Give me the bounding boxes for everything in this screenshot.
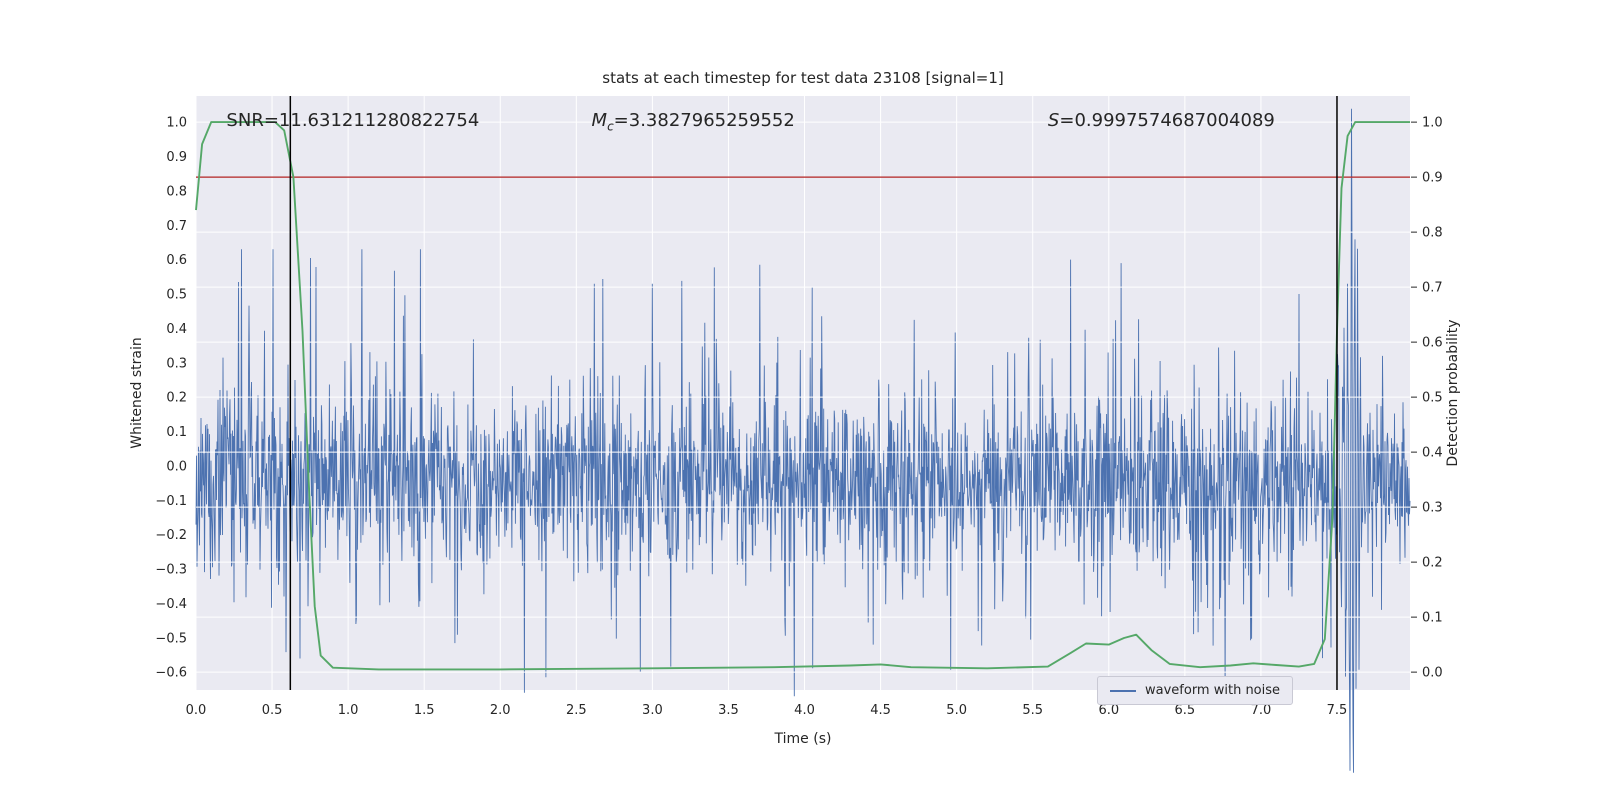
y-left-tick-label: 0.5 <box>166 288 187 303</box>
legend: waveform with noise <box>1097 676 1294 705</box>
x-tick-label: 5.5 <box>1022 703 1043 718</box>
y-left-tick-label: 0.2 <box>166 391 187 406</box>
y-left-tick-label: 0.0 <box>166 459 187 474</box>
y-left-tick-label: −0.6 <box>155 666 187 681</box>
waveform-path <box>195 108 1411 773</box>
y-right-tick-label: 0.0 <box>1422 666 1443 681</box>
x-tick-label: 3.5 <box>718 703 739 718</box>
y-axis-label-left: Whitened strain <box>129 337 145 449</box>
y-left-tick-label: −0.4 <box>155 597 187 612</box>
x-tick-label: 3.0 <box>642 703 663 718</box>
chart-title: stats at each timestep for test data 231… <box>602 69 1004 87</box>
x-tick-label: 6.0 <box>1098 703 1119 718</box>
x-tick-label: 6.5 <box>1175 703 1196 718</box>
y-right-tick-label: 0.8 <box>1422 226 1443 241</box>
y-left-tick-label: 0.3 <box>166 356 187 371</box>
y-left-tick-label: 0.1 <box>166 425 187 440</box>
x-tick-label: 4.0 <box>794 703 815 718</box>
y-right-tick-label: 0.5 <box>1422 391 1443 406</box>
y-left-tick-label: 0.8 <box>166 184 187 199</box>
y-right-tick-label: 0.2 <box>1422 556 1443 571</box>
y-axis-label-right: Detection probability <box>1445 319 1461 467</box>
y-left-tick-label: 0.9 <box>166 150 187 165</box>
y-right-tick-label: 0.7 <box>1422 281 1443 296</box>
x-tick-label: 0.5 <box>262 703 283 718</box>
y-left-tick-label: 0.4 <box>166 322 187 337</box>
x-tick-label: 2.5 <box>566 703 587 718</box>
y-left-tick-label: −0.1 <box>155 494 187 509</box>
y-right-tick-label: 0.6 <box>1422 336 1443 351</box>
y-left-tick-label: 0.6 <box>166 253 187 268</box>
y-right-tick-label: 1.0 <box>1422 116 1443 131</box>
y-left-tick-label: −0.3 <box>155 563 187 578</box>
x-tick-label: 7.0 <box>1251 703 1272 718</box>
x-tick-label: 2.0 <box>490 703 511 718</box>
x-axis-label: Time (s) <box>774 731 832 747</box>
y-right-tick-label: 0.4 <box>1422 446 1443 461</box>
x-tick-label: 4.5 <box>870 703 891 718</box>
y-right-tick-label: 0.1 <box>1422 611 1443 626</box>
y-left-tick-label: 1.0 <box>166 116 187 131</box>
detection-probability-path <box>195 121 1410 671</box>
y-right-tick-label: 0.9 <box>1422 171 1443 186</box>
y-left-tick-label: −0.2 <box>155 528 187 543</box>
x-tick-label: 1.0 <box>338 703 359 718</box>
x-tick-label: 5.0 <box>946 703 967 718</box>
x-tick-label: 7.5 <box>1327 703 1348 718</box>
y-right-tick-label: 0.3 <box>1422 501 1443 516</box>
legend-line-swatch <box>1110 689 1136 692</box>
x-tick-label: 1.5 <box>414 703 435 718</box>
plot-area <box>196 96 1410 690</box>
x-tick-label: 0.0 <box>186 703 207 718</box>
y-left-tick-label: 0.7 <box>166 219 187 234</box>
y-left-tick-label: −0.5 <box>155 631 187 646</box>
legend-label: waveform with noise <box>1145 683 1281 698</box>
